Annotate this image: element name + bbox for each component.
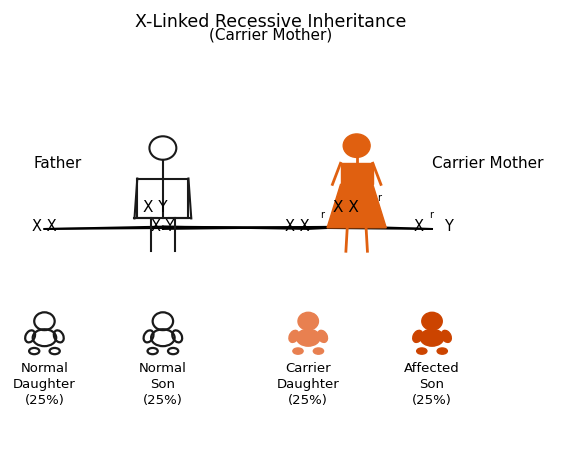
Text: X: X	[414, 219, 424, 234]
Text: Carrier
Daughter
(25%): Carrier Daughter (25%)	[277, 362, 340, 407]
Text: Father: Father	[34, 156, 82, 171]
Text: X-Linked Recessive Inheritance: X-Linked Recessive Inheritance	[135, 13, 406, 31]
Ellipse shape	[441, 330, 451, 342]
Ellipse shape	[416, 348, 427, 354]
Text: r: r	[320, 210, 324, 219]
Text: X Y: X Y	[151, 219, 175, 234]
Polygon shape	[341, 163, 373, 185]
Ellipse shape	[413, 330, 423, 342]
Ellipse shape	[289, 330, 299, 342]
Ellipse shape	[420, 329, 444, 346]
Text: X X: X X	[285, 219, 310, 234]
Text: X X: X X	[333, 200, 359, 215]
Circle shape	[422, 312, 442, 330]
Text: X Y: X Y	[143, 200, 168, 215]
Circle shape	[343, 134, 370, 157]
Text: Affected
Son
(25%): Affected Son (25%)	[404, 362, 460, 407]
Circle shape	[298, 312, 319, 330]
Text: r: r	[429, 210, 433, 219]
Text: Carrier Mother: Carrier Mother	[432, 156, 544, 171]
Ellipse shape	[297, 329, 320, 346]
Text: r: r	[377, 193, 381, 203]
Ellipse shape	[293, 348, 303, 354]
Ellipse shape	[437, 348, 447, 354]
Text: Normal
Daughter
(25%): Normal Daughter (25%)	[13, 362, 76, 407]
Polygon shape	[327, 185, 386, 228]
Text: Normal
Son
(25%): Normal Son (25%)	[139, 362, 187, 407]
Text: X X: X X	[32, 219, 56, 234]
Text: (Carrier Mother): (Carrier Mother)	[209, 27, 332, 42]
Ellipse shape	[318, 330, 328, 342]
Ellipse shape	[314, 348, 324, 354]
Text: Y: Y	[444, 219, 453, 234]
